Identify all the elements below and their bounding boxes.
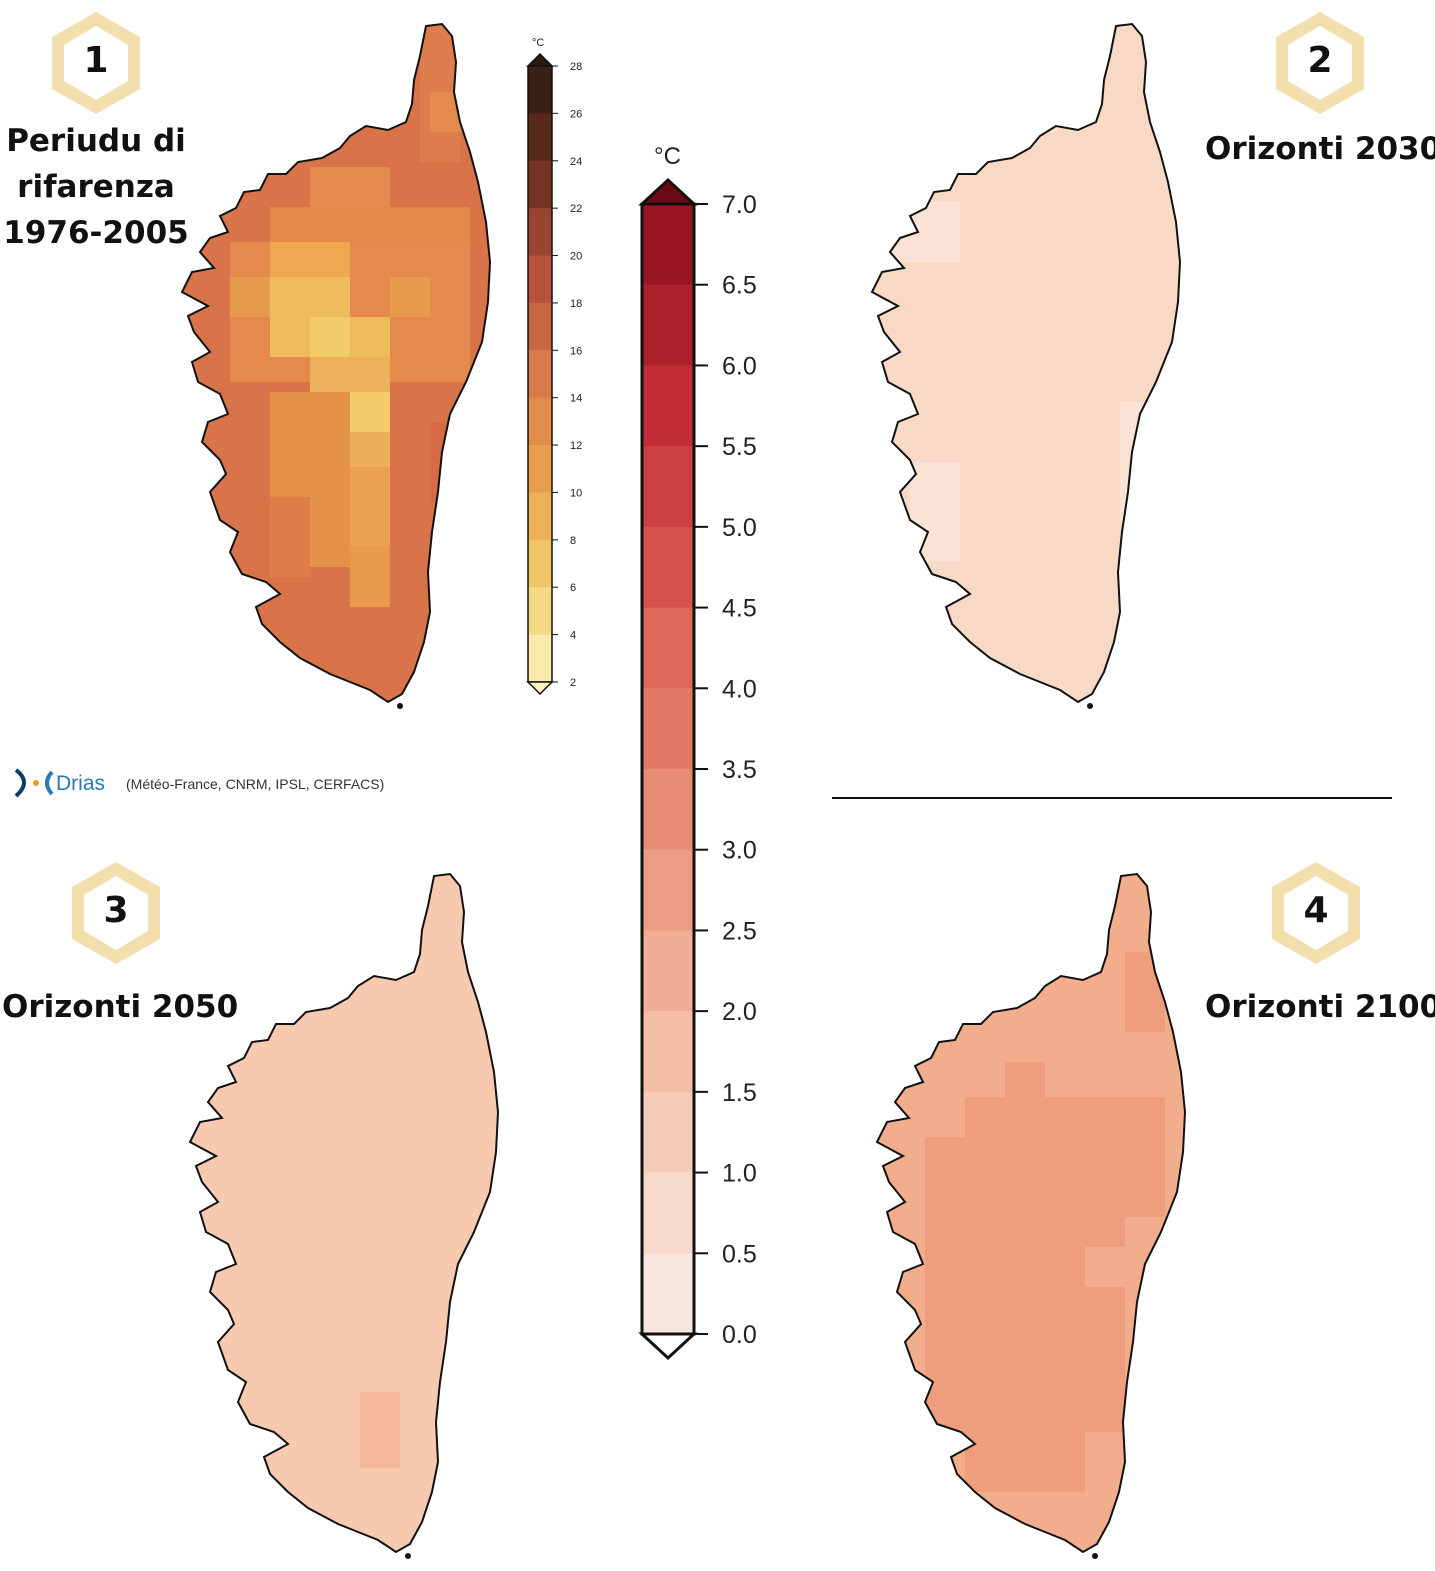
absolute-scale-bin bbox=[528, 350, 552, 399]
absolute-scale-bin bbox=[528, 397, 552, 446]
anomaly-scale-bin bbox=[642, 1253, 694, 1335]
absolute-scale-bin bbox=[528, 255, 552, 304]
anomaly-scale-bin bbox=[642, 849, 694, 931]
anomaly-scale-tick-label: 0.5 bbox=[722, 1240, 757, 1268]
absolute-scale-bins bbox=[528, 66, 552, 683]
map-horizon-2100 bbox=[876, 873, 1186, 1559]
panel-title-2-line-1: Orizonti 2030 bbox=[1205, 131, 1435, 167]
panel-title-4: Orizonti 2100 bbox=[1205, 984, 1435, 1030]
anomaly-scale-bin bbox=[642, 526, 694, 609]
map-horizon-2050 bbox=[189, 873, 499, 1559]
absolute-scale-tick-label: 8 bbox=[570, 535, 576, 547]
absolute-scale-tick-label: 16 bbox=[570, 345, 582, 357]
absolute-scale-bin bbox=[528, 445, 552, 493]
anomaly-scale-tick-label: 1.0 bbox=[722, 1160, 757, 1188]
panel-number-3: 3 bbox=[103, 890, 129, 931]
drias-logo-text: Drias bbox=[56, 772, 105, 795]
anomaly-scale-bin bbox=[642, 1172, 694, 1254]
anomaly-scale-bins bbox=[642, 204, 694, 1335]
anomaly-scale-bin bbox=[642, 204, 694, 286]
anomaly-scale-bin bbox=[642, 1091, 694, 1174]
panel-title-1-line-3: 1976-2005 bbox=[3, 215, 189, 251]
absolute-scale-tick-label: 14 bbox=[570, 393, 582, 405]
absolute-scale-bin bbox=[528, 160, 552, 209]
anomaly-scale-tick-label: 1.5 bbox=[722, 1079, 757, 1107]
panel-title-2: Orizonti 2030 bbox=[1205, 126, 1435, 172]
anomaly-scale-tick-label: 3.5 bbox=[722, 756, 757, 784]
absolute-scale-tick-label: 2 bbox=[570, 677, 576, 689]
panel-title-1: Periudu di rifarenza 1976-2005 bbox=[0, 118, 192, 256]
hexagon-badge-4 bbox=[1272, 862, 1360, 964]
absolute-scale-bin bbox=[528, 539, 552, 588]
panel-title-3: Orizonti 2050 bbox=[2, 984, 239, 1030]
panel-title-4-line-1: Orizonti 2100 bbox=[1205, 989, 1435, 1025]
absolute-scale-tick-label: 20 bbox=[570, 251, 582, 263]
anomaly-scale: °C 7.0 6.5 6.0 5.5 5.0 4.5 4.0 3.5 3.0 2.5 2.0 1.5 1… bbox=[638, 143, 757, 1361]
anomaly-scale-tick-label: 6.5 bbox=[722, 272, 757, 300]
map-reference-period bbox=[181, 23, 491, 709]
anomaly-scale-bin bbox=[642, 365, 694, 447]
panel-title-1-line-1: Periudu di bbox=[6, 123, 186, 159]
anomaly-scale-bin bbox=[642, 930, 694, 1012]
absolute-scale-tick-label: 22 bbox=[570, 203, 582, 215]
absolute-scale-tick-label: 24 bbox=[570, 156, 582, 168]
absolute-scale-tick-label: 18 bbox=[570, 298, 582, 310]
anomaly-scale-bin bbox=[642, 769, 694, 851]
anomaly-scale-unit: °C bbox=[654, 143, 681, 170]
hexagon-badge-2 bbox=[1276, 12, 1364, 114]
absolute-scale-tick-label: 12 bbox=[570, 440, 582, 452]
absolute-scale-bin bbox=[528, 492, 552, 541]
anomaly-scale-bin bbox=[642, 607, 694, 689]
panel-number-2: 2 bbox=[1307, 40, 1333, 81]
anomaly-scale-tick-label: 5.0 bbox=[722, 514, 757, 542]
anomaly-scale-tick-label: 6.0 bbox=[722, 352, 757, 380]
absolute-scale-bin bbox=[528, 113, 552, 162]
drias-logo-icon bbox=[14, 768, 54, 798]
anomaly-scale-tick-label: 7.0 bbox=[722, 191, 757, 219]
map-horizon-2030 bbox=[871, 23, 1181, 709]
absolute-scale-bin bbox=[528, 302, 552, 351]
absolute-scale-bin bbox=[528, 587, 552, 636]
absolute-scale-unit: °C bbox=[532, 37, 544, 49]
panel-number-1: 1 bbox=[83, 40, 109, 81]
anomaly-scale-tick-label: 2.0 bbox=[722, 998, 757, 1026]
anomaly-scale-tick-label: 5.5 bbox=[722, 433, 757, 461]
absolute-scale-tick-label: 6 bbox=[570, 582, 576, 594]
anomaly-scale-tick-label: 4.5 bbox=[722, 595, 757, 623]
absolute-scale-tick-label: 4 bbox=[570, 630, 576, 642]
panel-title-3-line-1: Orizonti 2050 bbox=[2, 989, 239, 1025]
absolute-temperature-scale: °C 28 26 24 22 20 18 16 14 12 10 8 6 4 2 bbox=[526, 37, 582, 696]
hexagon-badge-1 bbox=[52, 12, 140, 114]
anomaly-scale-tick-label: 0.0 bbox=[722, 1321, 757, 1349]
anomaly-scale-bin bbox=[642, 446, 694, 528]
anomaly-scale-bin bbox=[642, 1011, 694, 1093]
hexagon-badge-3 bbox=[72, 862, 160, 964]
panel-title-1-line-2: rifarenza bbox=[17, 169, 175, 205]
anomaly-scale-bin bbox=[642, 688, 694, 770]
divider-line bbox=[832, 797, 1392, 799]
credit-text: (Météo-France, CNRM, IPSL, CERFACS) bbox=[126, 776, 384, 792]
absolute-scale-tick-label: 26 bbox=[570, 108, 582, 120]
absolute-scale-tick-label: 28 bbox=[570, 61, 582, 73]
absolute-scale-tick-label: 10 bbox=[570, 487, 582, 499]
anomaly-scale-bin bbox=[642, 284, 694, 366]
anomaly-scale-tick-label: 3.0 bbox=[722, 837, 757, 865]
anomaly-scale-tick-label: 2.5 bbox=[722, 917, 757, 945]
absolute-scale-bin bbox=[528, 66, 552, 114]
panel-number-4: 4 bbox=[1303, 890, 1329, 931]
absolute-scale-bin bbox=[528, 208, 552, 257]
absolute-scale-bin bbox=[528, 634, 552, 683]
anomaly-scale-tick-label: 4.0 bbox=[722, 675, 757, 703]
drias-credit: Drias (Météo-France, CNRM, IPSL, CERFACS… bbox=[14, 768, 384, 798]
